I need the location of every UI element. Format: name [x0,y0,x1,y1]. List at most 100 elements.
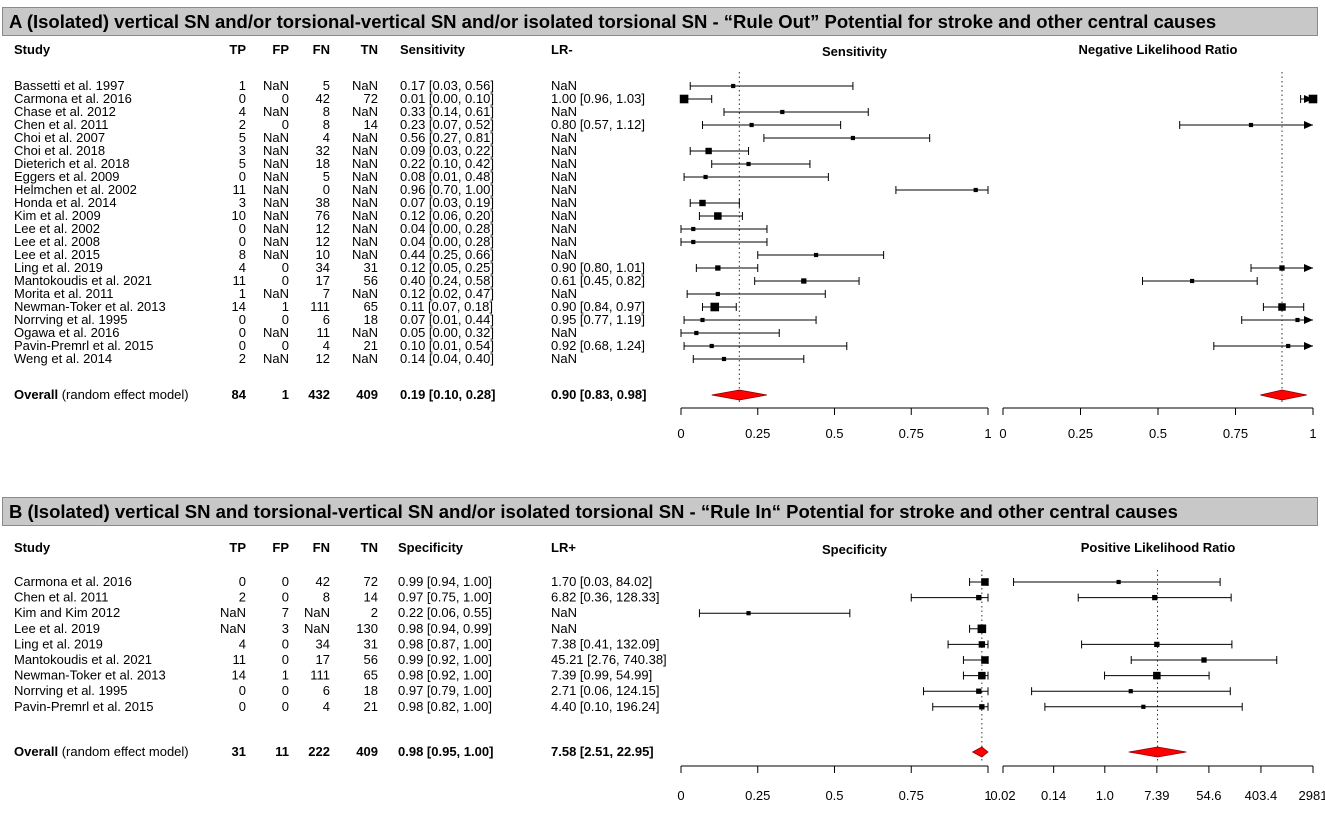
column-header-tn: TN [361,42,378,57]
study-tp: 4 [239,636,246,651]
study-tp: 1 [239,78,246,93]
study-tp: 0 [239,234,246,249]
study-estimate1: 0.12 [0.06, 0.20] [400,208,494,223]
study-name: Kim et al. 2009 [14,208,101,223]
study-tp: 0 [239,325,246,340]
study-name: Ogawa et al. 2016 [14,325,120,340]
overall-tp: 31 [232,744,246,759]
study-estimate2: 1.70 [0.03, 84.02] [551,574,652,589]
study-tp: 3 [239,195,246,210]
study-fp: 0 [282,312,289,327]
plot1-study-point [981,656,989,664]
plot2-axis-tick-label: 0 [999,426,1006,441]
study-tn: 130 [356,621,378,636]
study-estimate1: 0.01 [0.00, 0.10] [400,91,494,106]
study-estimate1: 0.99 [0.92, 1.00] [398,652,492,667]
study-name: Kim and Kim 2012 [14,605,120,620]
study-tp: 0 [239,338,246,353]
study-tp: 0 [239,221,246,236]
study-tp: 11 [233,182,247,197]
study-estimate1: 0.22 [0.06, 0.55] [398,605,492,620]
plot1-axis-tick-label: 0.25 [745,426,770,441]
plot1-overall-diamond [711,389,768,401]
study-name: Morita et al. 2011 [14,286,113,301]
study-estimate2: NaN [551,78,577,93]
column-header-estimate1: Sensitivity [400,42,466,57]
plot1-study-point [714,212,722,220]
study-estimate2: 0.80 [0.57, 1.12] [551,117,645,132]
study-tn: NaN [352,247,378,262]
study-fp: NaN [263,156,289,171]
plot1-axis-tick-label: 1 [984,426,991,441]
study-fn: 76 [316,208,330,223]
study-name: Chase et al. 2012 [14,104,116,119]
plot2-study-point [1154,641,1160,648]
plot1-study-point [749,122,754,128]
study-estimate1: 0.98 [0.87, 1.00] [398,636,492,651]
plot1-study-point [679,94,689,104]
column-header-estimate2: LR- [551,42,573,57]
study-estimate1: 0.08 [0.01, 0.48] [400,169,494,184]
plot1-study-point [694,330,699,336]
study-name: Bassetti et al. 1997 [14,78,125,93]
study-name: Mantokoudis et al. 2021 [14,652,152,667]
study-tp: 0 [239,683,246,698]
study-tn: NaN [352,286,378,301]
study-tn: 56 [364,652,378,667]
plot1-axis-tick-label: 0.75 [899,788,924,803]
study-estimate2: 0.95 [0.77, 1.19] [551,312,645,327]
study-fp: 0 [282,683,289,698]
plot1-axis-tick-label: 0.75 [899,426,924,441]
study-name: Newman-Toker et al. 2013 [14,668,166,683]
study-estimate2: NaN [551,605,577,620]
study-tn: NaN [352,169,378,184]
study-tn: NaN [352,234,378,249]
study-fn: 8 [323,590,330,605]
plot1-axis-tick-label: 0 [677,788,684,803]
study-fp: NaN [263,234,289,249]
plot1-study-point [976,688,982,694]
study-fn: 42 [316,91,330,106]
study-name: Helmchen et al. 2002 [14,182,137,197]
study-tn: NaN [352,104,378,119]
study-name: Choi et al. 2018 [14,143,105,158]
study-estimate2: 0.90 [0.80, 1.01] [551,260,645,275]
study-estimate1: 0.07 [0.03, 0.19] [400,195,494,210]
study-name: Pavin-Premrl et al. 2015 [14,699,153,714]
study-name: Ling et al. 2019 [14,260,103,275]
plot2-title: Positive Likelihood Ratio [1081,540,1236,555]
study-estimate2: NaN [551,325,577,340]
plot1-study-point [703,174,708,180]
study-fn: 111 [310,668,330,683]
study-name: Norrving et al. 1995 [14,683,127,698]
study-estimate2: NaN [551,221,577,236]
plot1-study-point [710,302,720,312]
study-tp: 14 [232,299,246,314]
study-estimate2: 2.71 [0.06, 124.15] [551,683,659,698]
study-tp: 11 [233,652,247,667]
plot1-study-point [801,278,807,284]
plot2-overall-diamond [1260,389,1307,401]
study-name: Lee et al. 2008 [14,234,100,249]
study-tn: 56 [364,273,378,288]
study-estimate2: 0.92 [0.68, 1.24] [551,338,645,353]
study-tn: 65 [364,668,378,683]
study-fp: NaN [263,286,289,301]
study-estimate1: 0.97 [0.79, 1.00] [398,683,492,698]
study-tp: 2 [239,590,246,605]
plot1-study-point [978,671,986,680]
study-fn: NaN [304,621,330,636]
plot2-study-point [1116,579,1121,585]
study-tn: 31 [364,636,378,651]
study-fp: NaN [263,169,289,184]
study-tp: 10 [232,208,246,223]
study-estimate2: NaN [551,169,577,184]
plot1-study-point [976,594,982,601]
study-estimate2: 7.39 [0.99, 54.99] [551,668,652,683]
study-fp: NaN [263,325,289,340]
study-estimate2: NaN [551,234,577,249]
study-tn: 18 [364,683,378,698]
study-estimate1: 0.98 [0.92, 1.00] [398,668,492,683]
study-estimate1: 0.12 [0.05, 0.25] [400,260,494,275]
study-tn: 2 [371,605,378,620]
